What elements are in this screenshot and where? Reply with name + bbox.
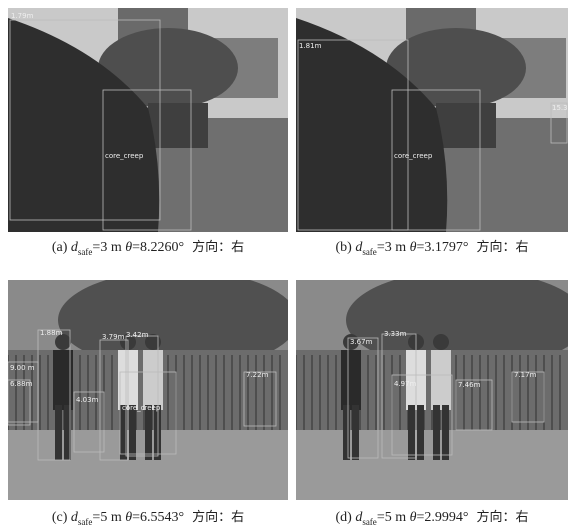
caption-direction: 方向：右 <box>477 510 529 525</box>
box-label: 3.33m <box>384 330 407 338</box>
photo: 1.81m core_creep 15.31m <box>296 8 568 232</box>
caption-subscript: safe <box>78 247 93 257</box>
box-label: 9.00 m <box>10 364 35 372</box>
box-label: 7.17m <box>514 371 537 379</box>
scene <box>433 405 440 460</box>
scene <box>145 405 152 460</box>
caption-label: (d) <box>335 510 351 525</box>
caption: (a) dsafe=3 m θ=8.2260°方向：右 <box>8 236 288 257</box>
caption-angle: =8.2260° <box>132 240 184 255</box>
caption-distance: =5 m <box>377 510 406 525</box>
caption-theta: θ <box>410 240 417 255</box>
scene <box>296 430 568 500</box>
box-label: 15.31m <box>552 104 568 112</box>
caption-theta: θ <box>410 510 417 525</box>
box-label: 4.97m <box>394 380 417 388</box>
scene <box>433 334 449 350</box>
caption-label: (b) <box>335 240 351 255</box>
box-label: 4.03m <box>76 396 99 404</box>
caption-subscript: safe <box>362 517 377 527</box>
photo-image: 1.79m core_creep <box>8 8 288 232</box>
scene <box>55 405 62 460</box>
scene <box>129 405 136 460</box>
photo: 1.79m core_creep <box>8 8 288 232</box>
box-label: 1.81m <box>299 42 322 50</box>
caption-distance: =3 m <box>377 240 406 255</box>
caption-distance: =5 m <box>92 510 121 525</box>
caption-angle: =6.5543° <box>132 510 184 525</box>
caption-direction: 方向：右 <box>192 240 244 255</box>
box-label: 3.42m <box>126 331 149 339</box>
scene <box>143 350 163 410</box>
scene <box>154 405 161 460</box>
photo-image: 3.67m 3.33m 4.97m 7.46m 7.17m <box>296 280 568 500</box>
caption-angle: =2.9994° <box>417 510 469 525</box>
caption: (c) dsafe=5 m θ=6.5543°方向：右 <box>8 506 288 527</box>
caption-direction: 方向：右 <box>477 240 529 255</box>
box-label: 6.88m <box>10 380 33 388</box>
scene <box>417 405 424 460</box>
caption: (d) dsafe=5 m θ=2.9994°方向：右 <box>296 506 568 527</box>
box-label: core_creep <box>105 152 144 160</box>
box-label: core_creep <box>394 152 433 160</box>
caption-variable: d <box>71 510 78 525</box>
scene <box>352 405 359 460</box>
box-label: 3.79m <box>102 333 125 341</box>
box-label: 7.46m <box>458 381 481 389</box>
scene <box>431 350 451 410</box>
box-label: 1.79m <box>11 12 34 20</box>
caption-subscript: safe <box>362 247 377 257</box>
box-label: 1.88m <box>40 329 63 337</box>
box-label: 3.67m <box>350 338 373 346</box>
scene <box>148 103 208 148</box>
scene <box>343 405 350 460</box>
caption-label: (c) <box>52 510 68 525</box>
photo-image: 1.81m core_creep 15.31m <box>296 8 568 232</box>
caption-angle: =3.1797° <box>417 240 469 255</box>
scene <box>341 350 361 410</box>
caption-direction: 方向：右 <box>192 510 244 525</box>
figure: 1.79mcore_creep(a) dsafe=3 m θ=8.2260°方向… <box>0 0 574 531</box>
scene <box>442 405 449 460</box>
caption-label: (a) <box>52 240 68 255</box>
scene <box>408 405 415 460</box>
caption-distance: =3 m <box>92 240 121 255</box>
photo: 3.67m 3.33m 4.97m 7.46m 7.17m <box>296 280 568 500</box>
scene <box>436 103 496 148</box>
caption-subscript: safe <box>78 517 93 527</box>
caption-variable: d <box>71 240 78 255</box>
box-label: core_creep <box>122 404 161 412</box>
box-label: 7.22m <box>246 371 269 379</box>
caption: (b) dsafe=3 m θ=3.1797°方向：右 <box>296 236 568 257</box>
